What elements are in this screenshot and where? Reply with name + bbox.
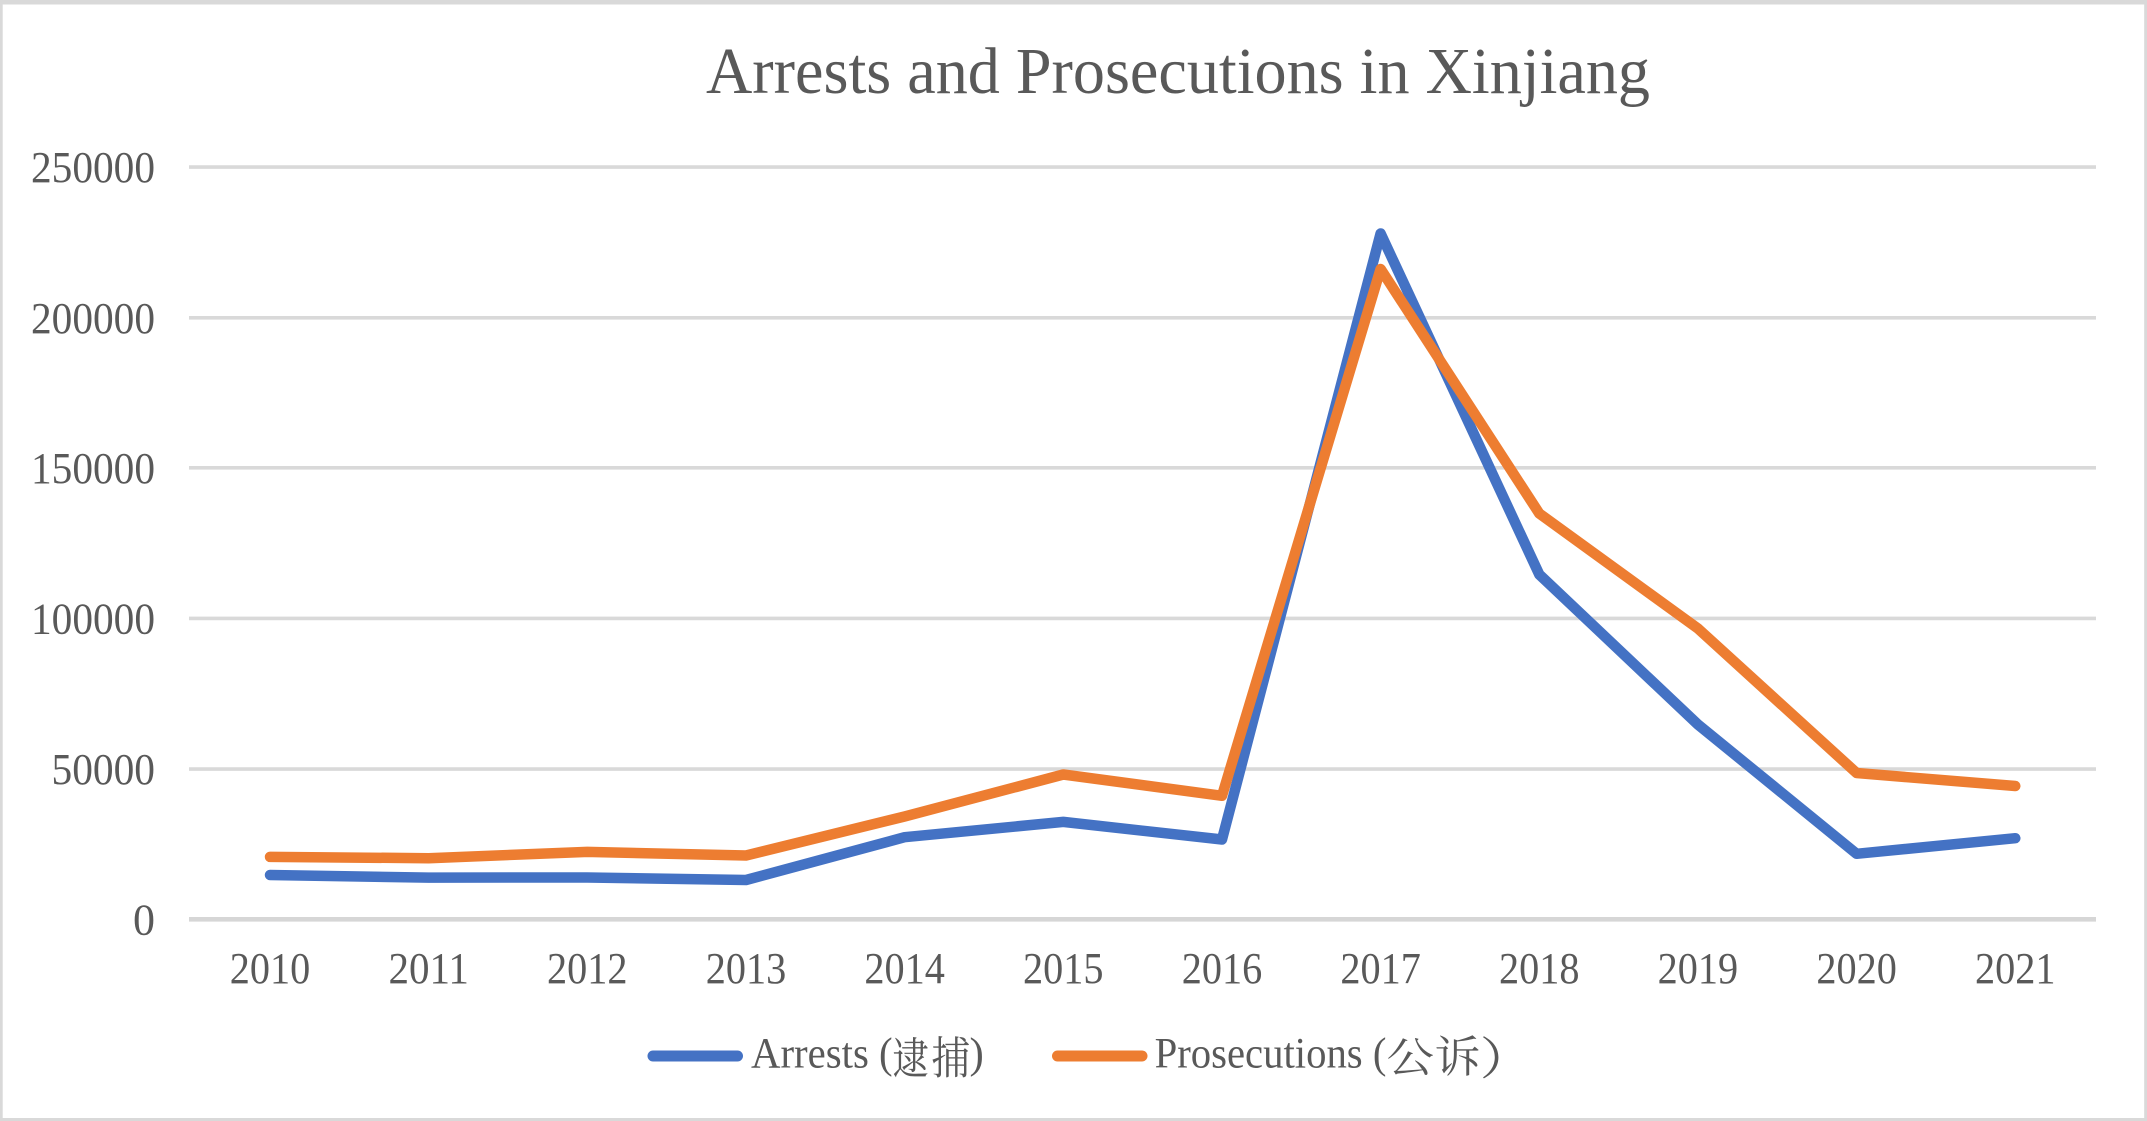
svg-text:2014: 2014 <box>864 944 945 993</box>
svg-text:2015: 2015 <box>1023 944 1104 993</box>
svg-text:200000: 200000 <box>31 294 155 343</box>
svg-text:2013: 2013 <box>706 944 787 993</box>
svg-text:Arrests (: Arrests ( <box>751 1031 893 1078</box>
svg-text:2016: 2016 <box>1182 944 1263 993</box>
svg-text:2017: 2017 <box>1340 944 1421 993</box>
svg-text:2018: 2018 <box>1499 944 1580 993</box>
svg-text:2019: 2019 <box>1658 944 1739 993</box>
svg-text:Arrests and Prosecutions in Xi: Arrests and Prosecutions in Xinjiang <box>706 35 1650 108</box>
svg-text:2020: 2020 <box>1816 944 1897 993</box>
svg-text:2012: 2012 <box>547 944 628 993</box>
svg-text:0: 0 <box>133 895 155 944</box>
svg-text:50000: 50000 <box>52 745 156 794</box>
svg-text:): ) <box>970 1031 984 1078</box>
svg-text:2010: 2010 <box>230 944 311 993</box>
svg-text:150000: 150000 <box>31 444 155 493</box>
svg-text:100000: 100000 <box>31 594 155 643</box>
svg-text:2011: 2011 <box>388 944 469 993</box>
svg-text:Prosecutions (: Prosecutions ( <box>1155 1031 1387 1078</box>
svg-text:250000: 250000 <box>31 143 155 192</box>
svg-text:2021: 2021 <box>1975 944 2056 993</box>
